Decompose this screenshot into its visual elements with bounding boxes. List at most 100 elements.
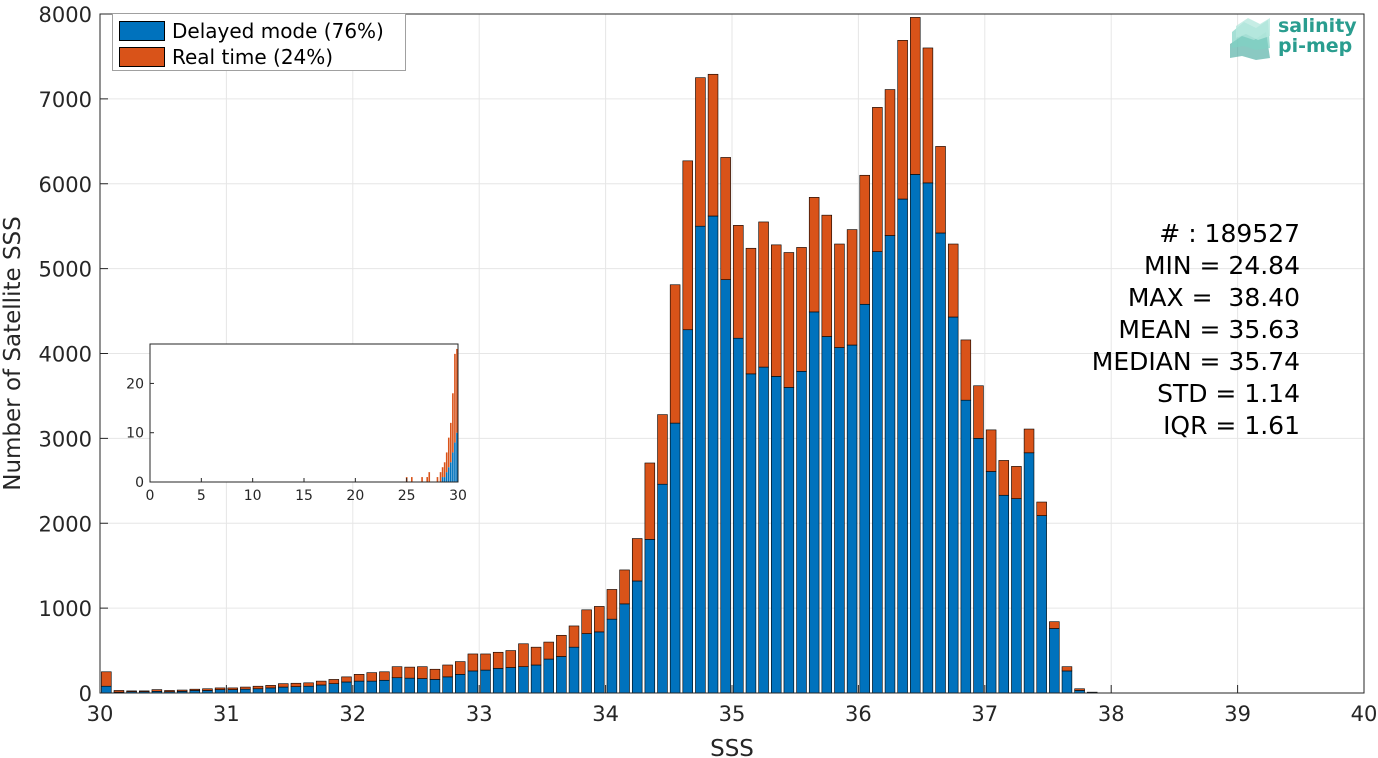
bar-realtime	[960, 339, 972, 401]
bar-realtime	[139, 690, 150, 693]
bar-delayed	[594, 631, 605, 694]
bar-delayed	[450, 462, 452, 482]
bar-delayed	[391, 677, 403, 694]
x-tick-label: 31	[213, 702, 240, 726]
x-axis-label: SSS	[710, 736, 754, 758]
bar-realtime	[669, 284, 681, 424]
bar-delayed	[454, 442, 456, 482]
x-tick-label: 38	[1098, 702, 1125, 726]
bar-delayed	[960, 399, 972, 694]
bar-realtime	[455, 661, 466, 675]
bar-realtime	[450, 422, 452, 463]
bar-realtime	[543, 641, 554, 660]
bar-delayed	[796, 371, 807, 694]
bar-delayed	[631, 580, 643, 694]
bar-realtime	[1074, 688, 1085, 691]
x-tick-label: 0	[146, 488, 155, 504]
bar-realtime	[265, 685, 276, 689]
bar-delayed	[480, 669, 491, 694]
bar-realtime	[657, 414, 668, 485]
bar-realtime	[176, 689, 188, 692]
bar-realtime	[808, 197, 820, 313]
inset-chart: 0 5 10 15 20 25 30 0 10 20	[126, 343, 467, 504]
bar-delayed	[657, 483, 668, 694]
bar-delayed	[1049, 628, 1060, 694]
bar-realtime	[315, 680, 327, 686]
bar-realtime	[467, 653, 479, 672]
bar-delayed	[922, 182, 934, 694]
bar-realtime	[606, 589, 618, 620]
x-tick-label: 30	[449, 488, 467, 504]
bar-realtime	[492, 651, 504, 669]
x-tick-label: 25	[398, 488, 416, 504]
y-tick-label: 5000	[39, 258, 92, 282]
bar-realtime	[417, 666, 428, 679]
bar-delayed	[581, 633, 592, 694]
bar-realtime	[745, 247, 757, 375]
logo-wave-icon	[1230, 18, 1270, 60]
x-tick-label: 10	[244, 488, 262, 504]
bar-delayed	[808, 311, 820, 694]
bar-realtime	[556, 634, 567, 657]
bar-delayed	[543, 658, 554, 694]
bar-realtime	[581, 609, 592, 634]
x-tick-label: 30	[87, 702, 114, 726]
bar-delayed	[568, 646, 580, 694]
bar-realtime	[771, 244, 782, 377]
y-tick-label: 1000	[39, 597, 92, 621]
bar-realtime	[443, 462, 446, 478]
stat-max: MAX = 38.40	[1127, 283, 1300, 312]
bar-delayed	[341, 681, 352, 694]
stat-std: STD = 1.14	[1157, 379, 1300, 408]
x-tick-label: 37	[971, 702, 998, 726]
bar-realtime	[214, 687, 226, 690]
bar-delayed	[695, 225, 706, 694]
bar-delayed	[404, 677, 415, 694]
bar-realtime	[644, 462, 656, 540]
bar-realtime	[973, 385, 984, 439]
bar-realtime	[445, 452, 448, 473]
bar-realtime	[1011, 466, 1022, 499]
bar-delayed	[492, 668, 504, 694]
bar-delayed	[1011, 498, 1022, 694]
bar-realtime	[379, 671, 390, 681]
x-tick-label: 35	[719, 702, 746, 726]
bar-realtime	[452, 393, 454, 453]
bar-delayed	[985, 471, 997, 694]
bar-realtime	[682, 160, 693, 331]
bar-delayed	[682, 329, 693, 694]
bar-delayed	[265, 687, 276, 694]
bar-realtime	[947, 243, 959, 318]
bar-realtime	[240, 686, 251, 690]
bar-delayed	[467, 670, 479, 694]
bar-delayed	[445, 472, 448, 482]
bar-realtime	[872, 107, 883, 252]
x-tick-label: 34	[592, 702, 619, 726]
bar-realtime	[707, 73, 719, 217]
bar-delayed	[720, 279, 731, 694]
bar-realtime	[447, 437, 450, 468]
bar-realtime	[227, 687, 238, 690]
bar-delayed	[846, 344, 858, 694]
bar-delayed	[252, 688, 264, 694]
bar-delayed	[315, 684, 327, 694]
bar-realtime	[758, 221, 769, 368]
bar-delayed	[1061, 670, 1073, 694]
bar-realtime	[846, 229, 858, 346]
bar-delayed	[758, 366, 769, 694]
bar-realtime	[421, 477, 423, 482]
bar-delayed	[290, 686, 302, 694]
bar-delayed	[783, 387, 795, 694]
bar-realtime	[998, 460, 1009, 496]
bar-delayed	[998, 494, 1009, 694]
bar-realtime	[1036, 501, 1047, 516]
bar-delayed	[353, 680, 365, 694]
bar-delayed	[897, 198, 908, 694]
chart-legend: Delayed mode (76%) Real time (24%)	[112, 13, 406, 71]
y-tick-label: 2000	[39, 512, 92, 536]
bar-realtime	[366, 672, 377, 682]
bar-delayed	[530, 664, 542, 694]
bar-realtime	[910, 17, 921, 175]
bar-delayed	[834, 347, 845, 694]
y-tick-label: 7000	[39, 88, 92, 112]
